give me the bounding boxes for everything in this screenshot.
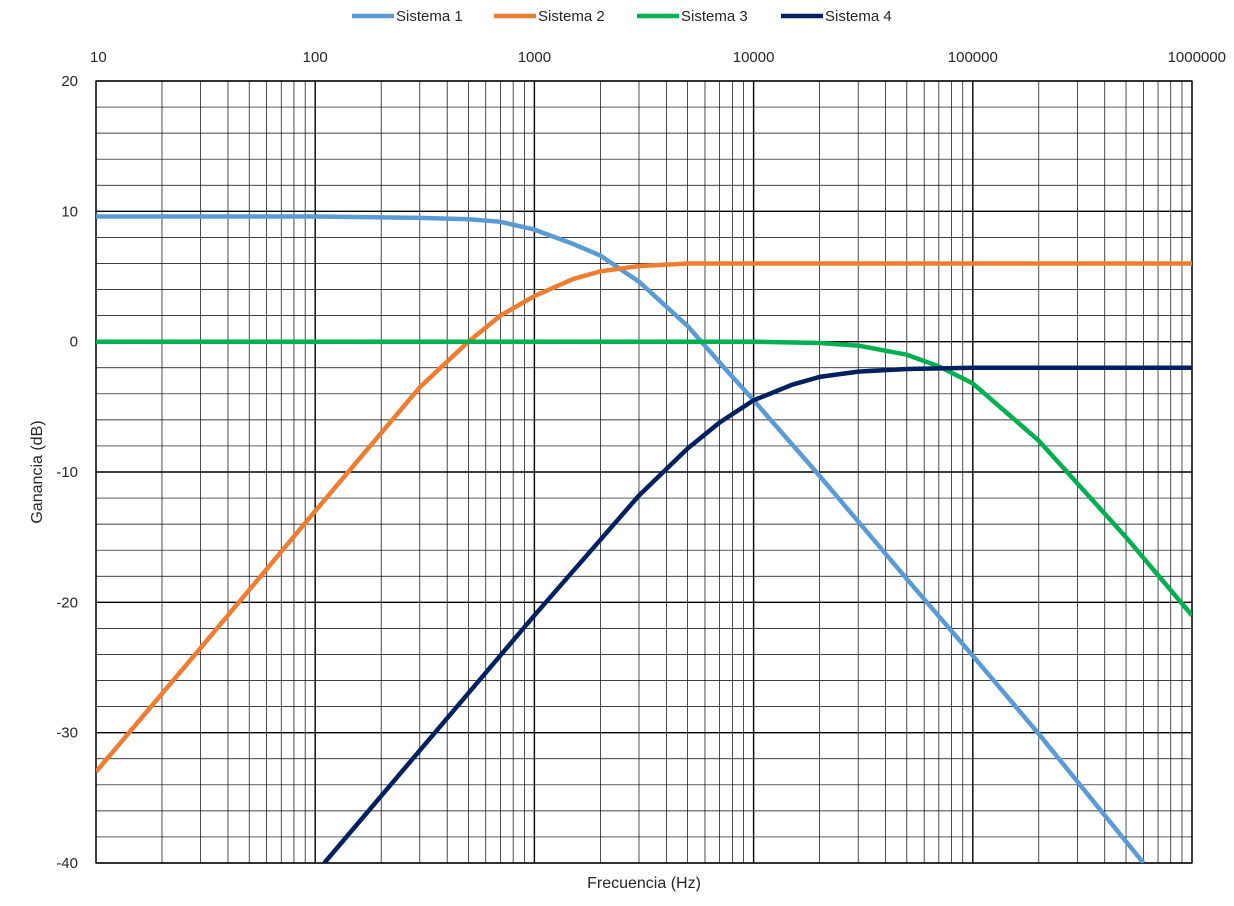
legend-label: Sistema 3 xyxy=(681,8,748,25)
y-tick-label: -40 xyxy=(56,855,78,872)
series-line-sistema-1 xyxy=(96,214,1146,863)
x-axis-title: Frecuencia (Hz) xyxy=(587,875,701,892)
series-line-sistema-2 xyxy=(96,261,1192,774)
legend-label: Sistema 4 xyxy=(825,8,892,25)
y-tick-labels: 20 10 0 -10 -20 -30 -40 xyxy=(56,73,78,872)
legend-item-sistema-1: Sistema 1 xyxy=(352,8,463,25)
major-grid xyxy=(95,80,1193,864)
y-tick-label: 10 xyxy=(61,203,78,220)
legend: Sistema 1 Sistema 2 Sistema 3 Sistema 4 xyxy=(352,8,892,25)
legend-item-sistema-4: Sistema 4 xyxy=(781,8,892,25)
y-tick-label: -10 xyxy=(56,464,78,481)
legend-label: Sistema 2 xyxy=(538,8,605,25)
plot-area-frame xyxy=(95,80,1193,864)
series-layer xyxy=(96,214,1192,863)
series-line-sistema-3 xyxy=(96,339,1192,617)
x-tick-label: 10 xyxy=(90,49,107,66)
x-tick-labels: 10 100 1000 10000 100000 1000000 xyxy=(90,49,1226,66)
series-line-sistema-4 xyxy=(322,365,1192,863)
y-axis-title: Ganancia (dB) xyxy=(29,420,46,523)
y-tick-label: 20 xyxy=(61,73,78,90)
x-tick-label: 1000 xyxy=(518,49,551,66)
legend-item-sistema-3: Sistema 3 xyxy=(637,8,748,25)
y-tick-label: 0 xyxy=(70,334,78,351)
x-tick-label: 1000000 xyxy=(1168,49,1226,66)
x-tick-label: 100000 xyxy=(948,49,998,66)
y-tick-label: -30 xyxy=(56,725,78,742)
x-tick-label: 100 xyxy=(303,49,328,66)
x-tick-label: 10000 xyxy=(733,49,775,66)
legend-label: Sistema 1 xyxy=(396,8,463,25)
y-tick-label: -20 xyxy=(56,594,78,611)
legend-item-sistema-2: Sistema 2 xyxy=(494,8,605,25)
